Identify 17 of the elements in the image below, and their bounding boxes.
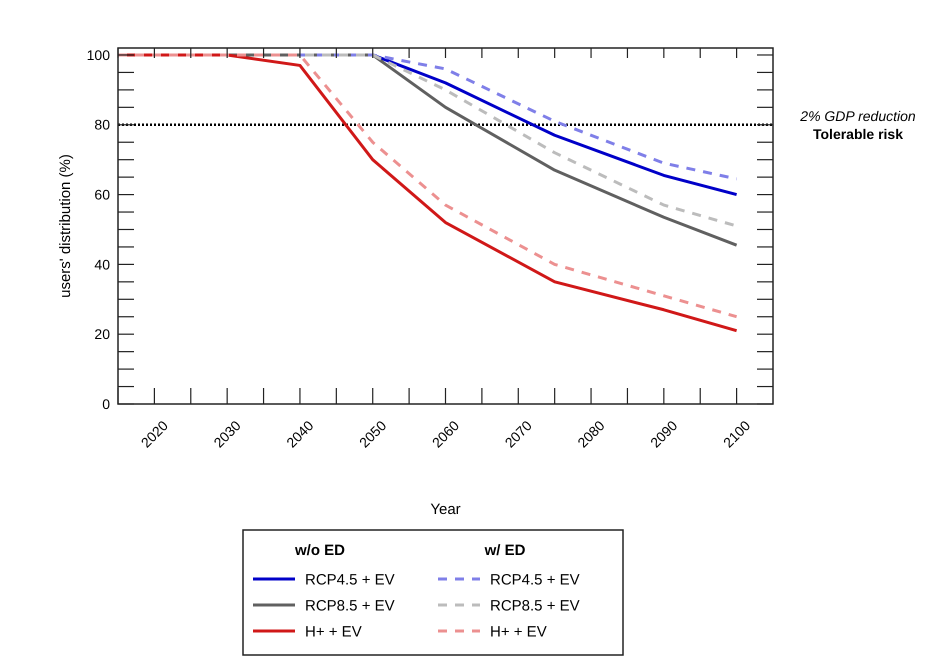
text: w/o ED [294,542,346,559]
y-axis-title: users' distribution (%) [57,154,74,298]
y-tick-label: 20 [94,326,110,342]
text: w/ ED [484,542,526,559]
y-tick-label: 0 [102,396,110,412]
y-tick-label: 60 [94,186,110,202]
y-tick-label: 80 [94,116,110,133]
legend-label: H+ + EV [305,623,362,640]
y-tick-label: 100 [86,46,110,63]
legend-label: RCP4.5 + EV [490,571,580,588]
legend-label: H+ + EV [490,623,547,640]
ref-line-label: 2% GDP reduction Tolerable risk [799,108,916,142]
legend-label: RCP8.5 + EV [305,597,395,614]
legend-label: RCP4.5 + EV [305,571,395,588]
legend-label: RCP8.5 + EV [490,597,580,614]
x-axis-title: Year [430,501,461,518]
y-tick-label: 40 [94,256,110,272]
